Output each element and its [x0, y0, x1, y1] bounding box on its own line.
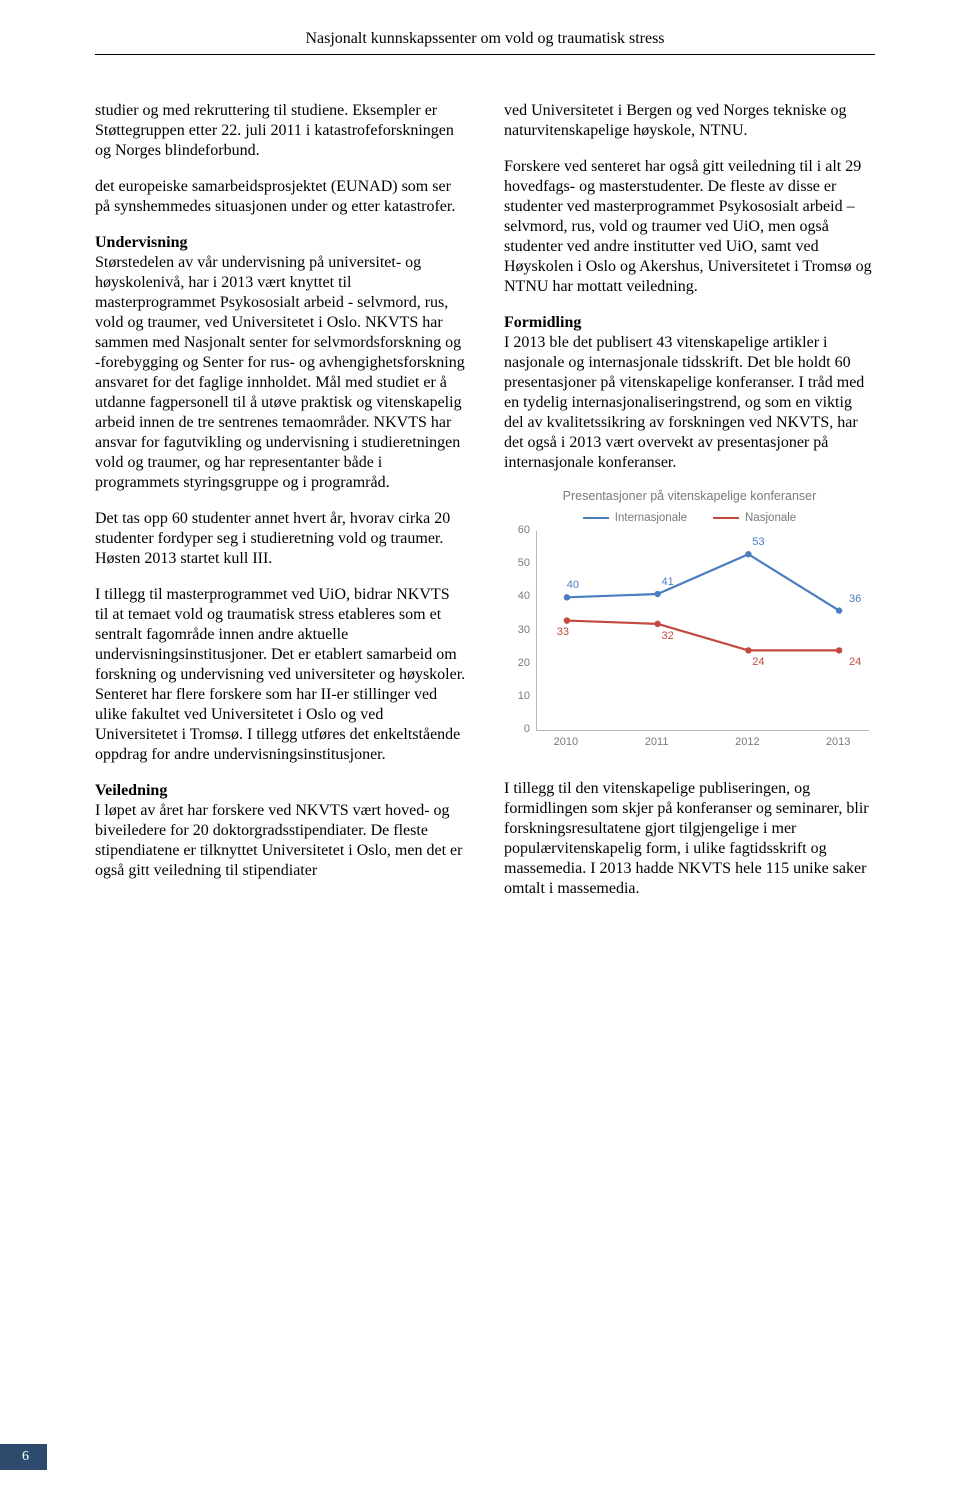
y-tick-label: 20: [518, 657, 530, 671]
y-axis: 0102030405060: [504, 531, 534, 731]
data-label: 53: [752, 536, 764, 550]
section-heading-undervisning: Undervisning: [95, 233, 466, 253]
series-line: [567, 621, 839, 651]
data-point: [745, 647, 751, 653]
y-tick-label: 0: [524, 723, 530, 737]
chart-legend: Internasjonale Nasjonale: [504, 511, 875, 525]
series-line: [567, 554, 839, 610]
paragraph: ved Universitetet i Bergen og ved Norges…: [504, 101, 875, 141]
left-column: studier og med rekruttering til studiene…: [95, 101, 466, 915]
data-point: [836, 607, 842, 613]
section-heading-veiledning: Veiledning: [95, 781, 466, 801]
paragraph: Forskere ved senteret har også gitt veil…: [504, 157, 875, 297]
y-tick-label: 60: [518, 524, 530, 538]
data-point: [564, 617, 570, 623]
paragraph: I 2013 ble det publisert 43 vitenskapeli…: [504, 333, 875, 473]
y-tick-label: 30: [518, 624, 530, 638]
y-tick-label: 40: [518, 590, 530, 604]
x-tick-label: 2010: [554, 736, 578, 750]
x-tick-label: 2012: [735, 736, 759, 750]
plot-area: 40 41 53 36 33 32 24 24: [536, 531, 869, 731]
data-point: [564, 594, 570, 600]
page-number-badge: 6: [0, 1444, 47, 1470]
line-chart: Presentasjoner på vitenskapelige konfera…: [504, 489, 875, 761]
legend-item: Internasjonale: [583, 511, 687, 525]
chart-svg: [537, 531, 869, 730]
y-tick-label: 50: [518, 557, 530, 571]
legend-swatch: [713, 517, 739, 520]
data-label: 41: [662, 576, 674, 590]
x-tick-label: 2013: [826, 736, 850, 750]
data-point: [745, 551, 751, 557]
paragraph: det europeiske samarbeidsprosjektet (EUN…: [95, 177, 466, 217]
legend-item: Nasjonale: [713, 511, 796, 525]
data-label: 36: [849, 593, 861, 607]
data-label: 32: [662, 630, 674, 644]
legend-swatch: [583, 517, 609, 520]
y-tick-label: 10: [518, 690, 530, 704]
data-point: [654, 621, 660, 627]
chart-title: Presentasjoner på vitenskapelige konfera…: [504, 489, 875, 505]
chart-area: 0102030405060 4041533633322424 201020112…: [504, 531, 875, 761]
paragraph: I løpet av året har forskere ved NKVTS v…: [95, 801, 466, 881]
data-point: [654, 591, 660, 597]
section-heading-formidling: Formidling: [504, 313, 875, 333]
data-label: 24: [849, 657, 861, 671]
data-label: 24: [752, 657, 764, 671]
legend-label: Nasjonale: [745, 511, 796, 525]
paragraph: studier og med rekruttering til studiene…: [95, 101, 466, 161]
paragraph: I tillegg til masterprogrammet ved UiO, …: [95, 585, 466, 765]
right-column: ved Universitetet i Bergen og ved Norges…: [504, 101, 875, 915]
two-column-layout: studier og med rekruttering til studiene…: [95, 101, 875, 915]
x-tick-label: 2011: [645, 736, 669, 750]
data-label: 33: [557, 626, 569, 640]
paragraph: Det tas opp 60 studenter annet hvert år,…: [95, 509, 466, 569]
paragraph: Størstedelen av vår undervisning på univ…: [95, 253, 466, 493]
paragraph: I tillegg til den vitenskapelige publise…: [504, 779, 875, 899]
page-header: Nasjonalt kunnskapssenter om vold og tra…: [95, 30, 875, 55]
x-axis-labels: 2010 2011 2012 2013: [536, 736, 869, 756]
data-label: 40: [567, 579, 579, 593]
legend-label: Internasjonale: [615, 511, 687, 525]
data-point: [836, 647, 842, 653]
